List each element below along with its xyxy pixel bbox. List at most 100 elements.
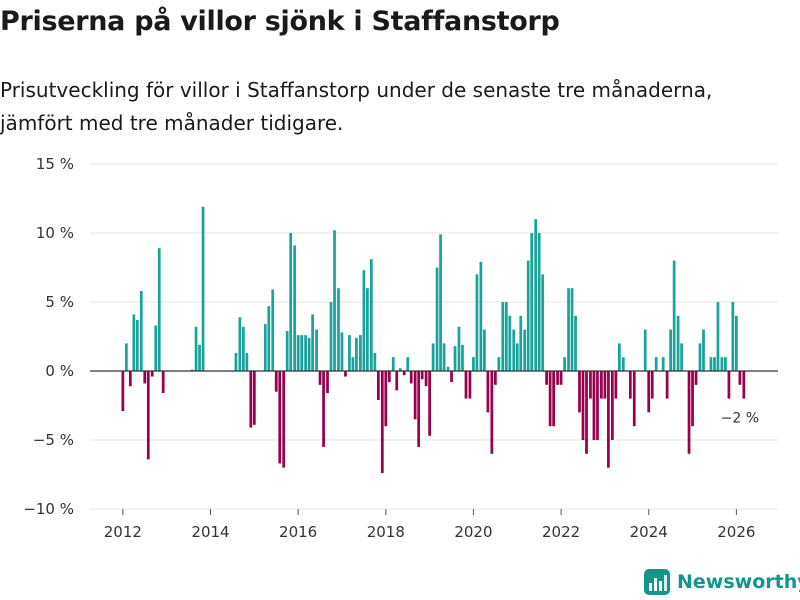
bar-negative [252, 371, 256, 425]
bar-positive [289, 233, 293, 371]
bar-positive [135, 319, 139, 371]
bar-positive [340, 332, 344, 371]
bar-negative [742, 371, 746, 399]
x-tick-label: 2022 [542, 523, 580, 541]
bar-positive [472, 357, 475, 371]
bar-negative [647, 371, 651, 413]
bar-positive [508, 315, 512, 371]
bar-negative [282, 371, 286, 468]
bar-negative [548, 371, 552, 427]
bar-positive [504, 302, 508, 371]
bar-positive [621, 357, 625, 371]
bar-positive [300, 335, 304, 371]
bar-positive [654, 357, 658, 371]
bar-negative [409, 371, 413, 384]
bar-negative [274, 371, 278, 392]
bar-negative [395, 371, 399, 391]
bar-negative [420, 371, 424, 380]
bar-positive [333, 230, 336, 371]
bar-positive [617, 343, 621, 371]
bar-positive [483, 329, 486, 371]
bar-positive [201, 206, 205, 371]
bar-positive [154, 325, 158, 371]
bar-positive [304, 335, 307, 371]
x-tick-label: 2012 [104, 523, 142, 541]
bar-negative [614, 371, 618, 399]
bar-positive [139, 290, 143, 371]
bar-positive [526, 260, 530, 371]
y-tick-label: 15 % [36, 155, 74, 173]
bar-negative [450, 371, 453, 383]
bar-negative [384, 371, 388, 427]
bar-negative [607, 371, 610, 468]
bar-negative [146, 371, 150, 460]
y-tick-label: −5 % [33, 431, 74, 449]
bar-negative [600, 371, 603, 399]
y-tick-label: 5 % [45, 293, 74, 311]
bar-negative [322, 371, 325, 447]
bar-positive [698, 343, 702, 371]
bar-positive [735, 315, 738, 371]
bar-positive [724, 357, 727, 371]
bar-negative [464, 371, 468, 399]
x-tick-label: 2014 [191, 523, 229, 541]
bar-positive [501, 302, 505, 371]
bar-negative [376, 371, 380, 400]
bar-positive [523, 329, 527, 371]
bar-negative [665, 371, 669, 399]
bar-positive [194, 326, 198, 371]
bar-positive [713, 357, 716, 371]
annotations: −2 % [721, 411, 759, 427]
x-axis-ticks: 2012 2014 2016 2018 2020 2022 2024 2026 [104, 509, 755, 541]
bar-positive [263, 324, 267, 371]
bar-positive [234, 353, 238, 371]
bar-positive [731, 302, 735, 371]
bar-negative [143, 371, 147, 384]
bar-negative [603, 371, 607, 399]
bar-positive [157, 248, 161, 371]
bar-negative [694, 371, 698, 385]
x-tick-label: 2016 [279, 523, 317, 541]
bar-positive [362, 270, 366, 371]
bar-negative [628, 371, 632, 399]
bar-negative [493, 371, 497, 385]
bar-positive [497, 357, 501, 371]
bar-positive [676, 315, 680, 371]
bar-positive [359, 335, 362, 371]
bar-positive [337, 288, 340, 371]
bar-positive [461, 344, 464, 371]
bar-negative [326, 371, 329, 394]
bar-negative [585, 371, 588, 454]
bar-positive [398, 368, 402, 371]
grid-lines [90, 163, 778, 510]
bar-positive [366, 288, 369, 371]
bar-negative [417, 371, 421, 447]
bar-positive [716, 302, 720, 371]
x-tick-label: 2024 [630, 523, 668, 541]
bar-positive [355, 337, 358, 371]
bar-negative [738, 371, 742, 385]
bar-positive [519, 315, 523, 371]
bar-negative [468, 371, 472, 399]
bar-negative [687, 371, 691, 454]
last-value-label: −2 % [721, 411, 759, 427]
bar-positive [293, 245, 297, 371]
bar-positive [512, 329, 516, 371]
bar-positive [132, 314, 136, 371]
bar-positive [680, 343, 683, 371]
bar-negative [428, 371, 431, 436]
bar-positive [720, 357, 724, 371]
bar-positive [475, 274, 479, 371]
bar-positive [439, 234, 442, 371]
bar-positive [643, 329, 647, 371]
x-tick-label: 2026 [717, 523, 755, 541]
bar-positive [479, 261, 483, 371]
bar-series [121, 206, 746, 474]
y-tick-label: −10 % [23, 500, 74, 518]
bar-positive [329, 302, 333, 371]
bar-negative [552, 371, 556, 427]
chart-title: Priserna på villor sjönk i Staffanstorp [0, 6, 560, 37]
bar-positive [307, 337, 311, 371]
bar-positive [348, 335, 351, 371]
bar-positive [534, 219, 538, 371]
